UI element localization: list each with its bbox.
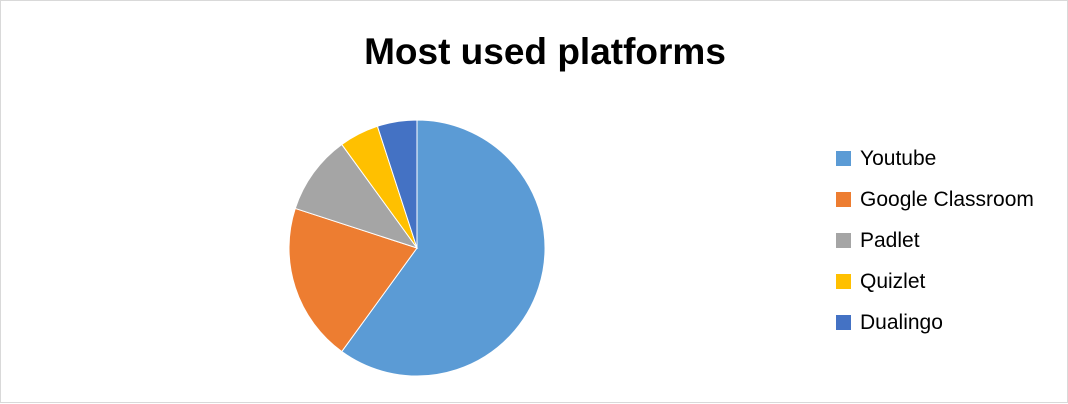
legend: Youtube Google Classroom Padlet Quizlet Dual… xyxy=(836,143,1034,348)
legend-label: Dualingo xyxy=(860,310,943,334)
legend-item-quizlet: Quizlet xyxy=(836,266,1034,297)
legend-label: Google Classroom xyxy=(860,187,1034,211)
pie-slice-padlet xyxy=(294,143,419,249)
legend-item-youtube: Youtube xyxy=(836,143,1034,174)
legend-swatch xyxy=(836,151,851,166)
legend-swatch xyxy=(836,192,851,207)
legend-item-padlet: Padlet xyxy=(836,225,1034,256)
chart-title: Most used platforms xyxy=(364,31,726,72)
legend-swatch xyxy=(836,315,851,330)
pie-slice-youtube xyxy=(341,119,546,377)
pie-slice-google-classroom xyxy=(288,207,418,353)
legend-label: Padlet xyxy=(860,228,920,252)
legend-swatch xyxy=(836,233,851,248)
pie-slice-dualingo xyxy=(376,119,418,249)
legend-item-google-classroom: Google Classroom xyxy=(836,184,1034,215)
legend-label: Youtube xyxy=(860,146,937,170)
legend-item-dualingo: Dualingo xyxy=(836,307,1034,338)
legend-swatch xyxy=(836,274,851,289)
legend-label: Quizlet xyxy=(860,269,926,293)
